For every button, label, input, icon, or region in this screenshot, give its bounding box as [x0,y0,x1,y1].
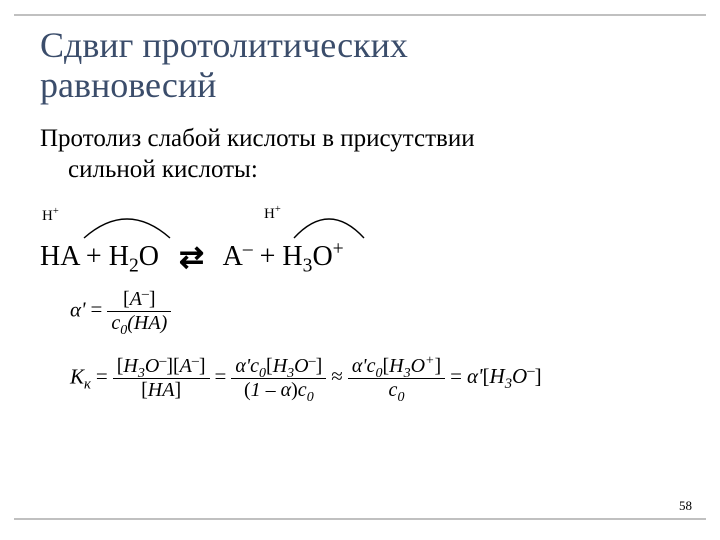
body-line-1: Протолиз слабой кислоты в присутствии [40,125,475,152]
top-rule [14,14,706,16]
formulas-block: α'= [A–] c0(HA) Kк= [H3O–][A–] [HA] = α'… [40,288,680,402]
arc-left [82,212,172,240]
rhs: α'[H3O–] [467,364,542,388]
fraction-2c: α'c0[H3O+] c0 [348,355,445,402]
slide-title: Сдвиг протолитических равновесий [40,26,680,105]
formula-k: Kк= [H3O–][A–] [HA] = α'c0[H3O–] (1 – α)… [70,355,680,402]
fraction-2b: α'c0[H3O–] (1 – α)c0 [231,355,326,402]
fraction-1: [A–] c0(HA) [107,288,171,335]
body-line-2: сильной кислоты: [40,154,680,185]
slide: Сдвиг протолитических равновесий Протоли… [0,0,720,540]
title-line-1: Сдвиг протолитических [40,25,408,65]
equilibrium-arrow-icon: ⇄ [173,241,210,274]
bottom-rule [14,518,706,520]
equilibrium-equation: HA + H2O ⇄ A– + H3O+ [40,238,344,273]
h-plus-label-right: H+ [264,206,281,223]
body-text: Протолиз слабой кислоты в присутствии си… [40,123,680,186]
fraction-2a: [H3O–][A–] [HA] [113,355,210,402]
formula-alpha: α'= [A–] c0(HA) [70,288,680,335]
h-plus-label-left: H+ [42,208,59,225]
arc-right [292,212,366,240]
page-number: 58 [679,498,692,514]
title-line-2: равновесий [40,65,216,105]
equilibrium-row: H+ H+ HA + H2O ⇄ A– + H3O+ [40,200,680,280]
